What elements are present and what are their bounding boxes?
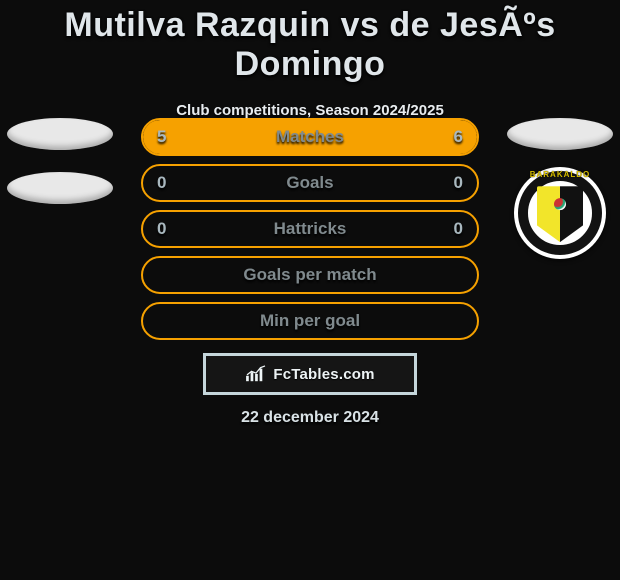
stat-label: Hattricks — [274, 219, 347, 239]
player-left-column — [0, 118, 120, 226]
stat-label: Goals — [286, 173, 333, 193]
stat-label: Min per goal — [260, 311, 360, 331]
club-right-badge: BARAKALDO — [510, 172, 610, 254]
stat-value-left: 5 — [157, 127, 166, 147]
stat-label: Matches — [276, 127, 344, 147]
stat-row: Goals 0 0 — [141, 164, 479, 202]
club-right-name: BARAKALDO — [530, 170, 591, 179]
stat-row: Min per goal — [141, 302, 479, 340]
player-left-photo-placeholder — [7, 118, 113, 150]
stat-value-left: 0 — [157, 219, 166, 239]
stat-value-right: 0 — [454, 173, 463, 193]
stat-value-right: 6 — [454, 127, 463, 147]
stat-label: Goals per match — [243, 265, 376, 285]
source-label: FcTables.com — [273, 366, 374, 383]
stat-row: Goals per match — [141, 256, 479, 294]
page-title: Mutilva Razquin vs de JesÃºs Domingo — [0, 0, 620, 84]
stats-table: Matches 5 6 Goals 0 0 Hattricks 0 0 Goals per mat… — [141, 118, 479, 340]
player-right-column: BARAKALDO — [500, 118, 620, 254]
stat-row: Hattricks 0 0 — [141, 210, 479, 248]
club-left-logo-placeholder — [7, 172, 113, 204]
source-badge: FcTables.com — [203, 353, 417, 395]
bars-icon — [245, 365, 267, 383]
footer-date: 22 december 2024 — [0, 409, 620, 427]
stat-value-right: 0 — [454, 219, 463, 239]
stat-value-left: 0 — [157, 173, 166, 193]
subtitle: Club competitions, Season 2024/2025 — [0, 102, 620, 119]
player-right-photo-placeholder — [507, 118, 613, 150]
stat-row: Matches 5 6 — [141, 118, 479, 156]
